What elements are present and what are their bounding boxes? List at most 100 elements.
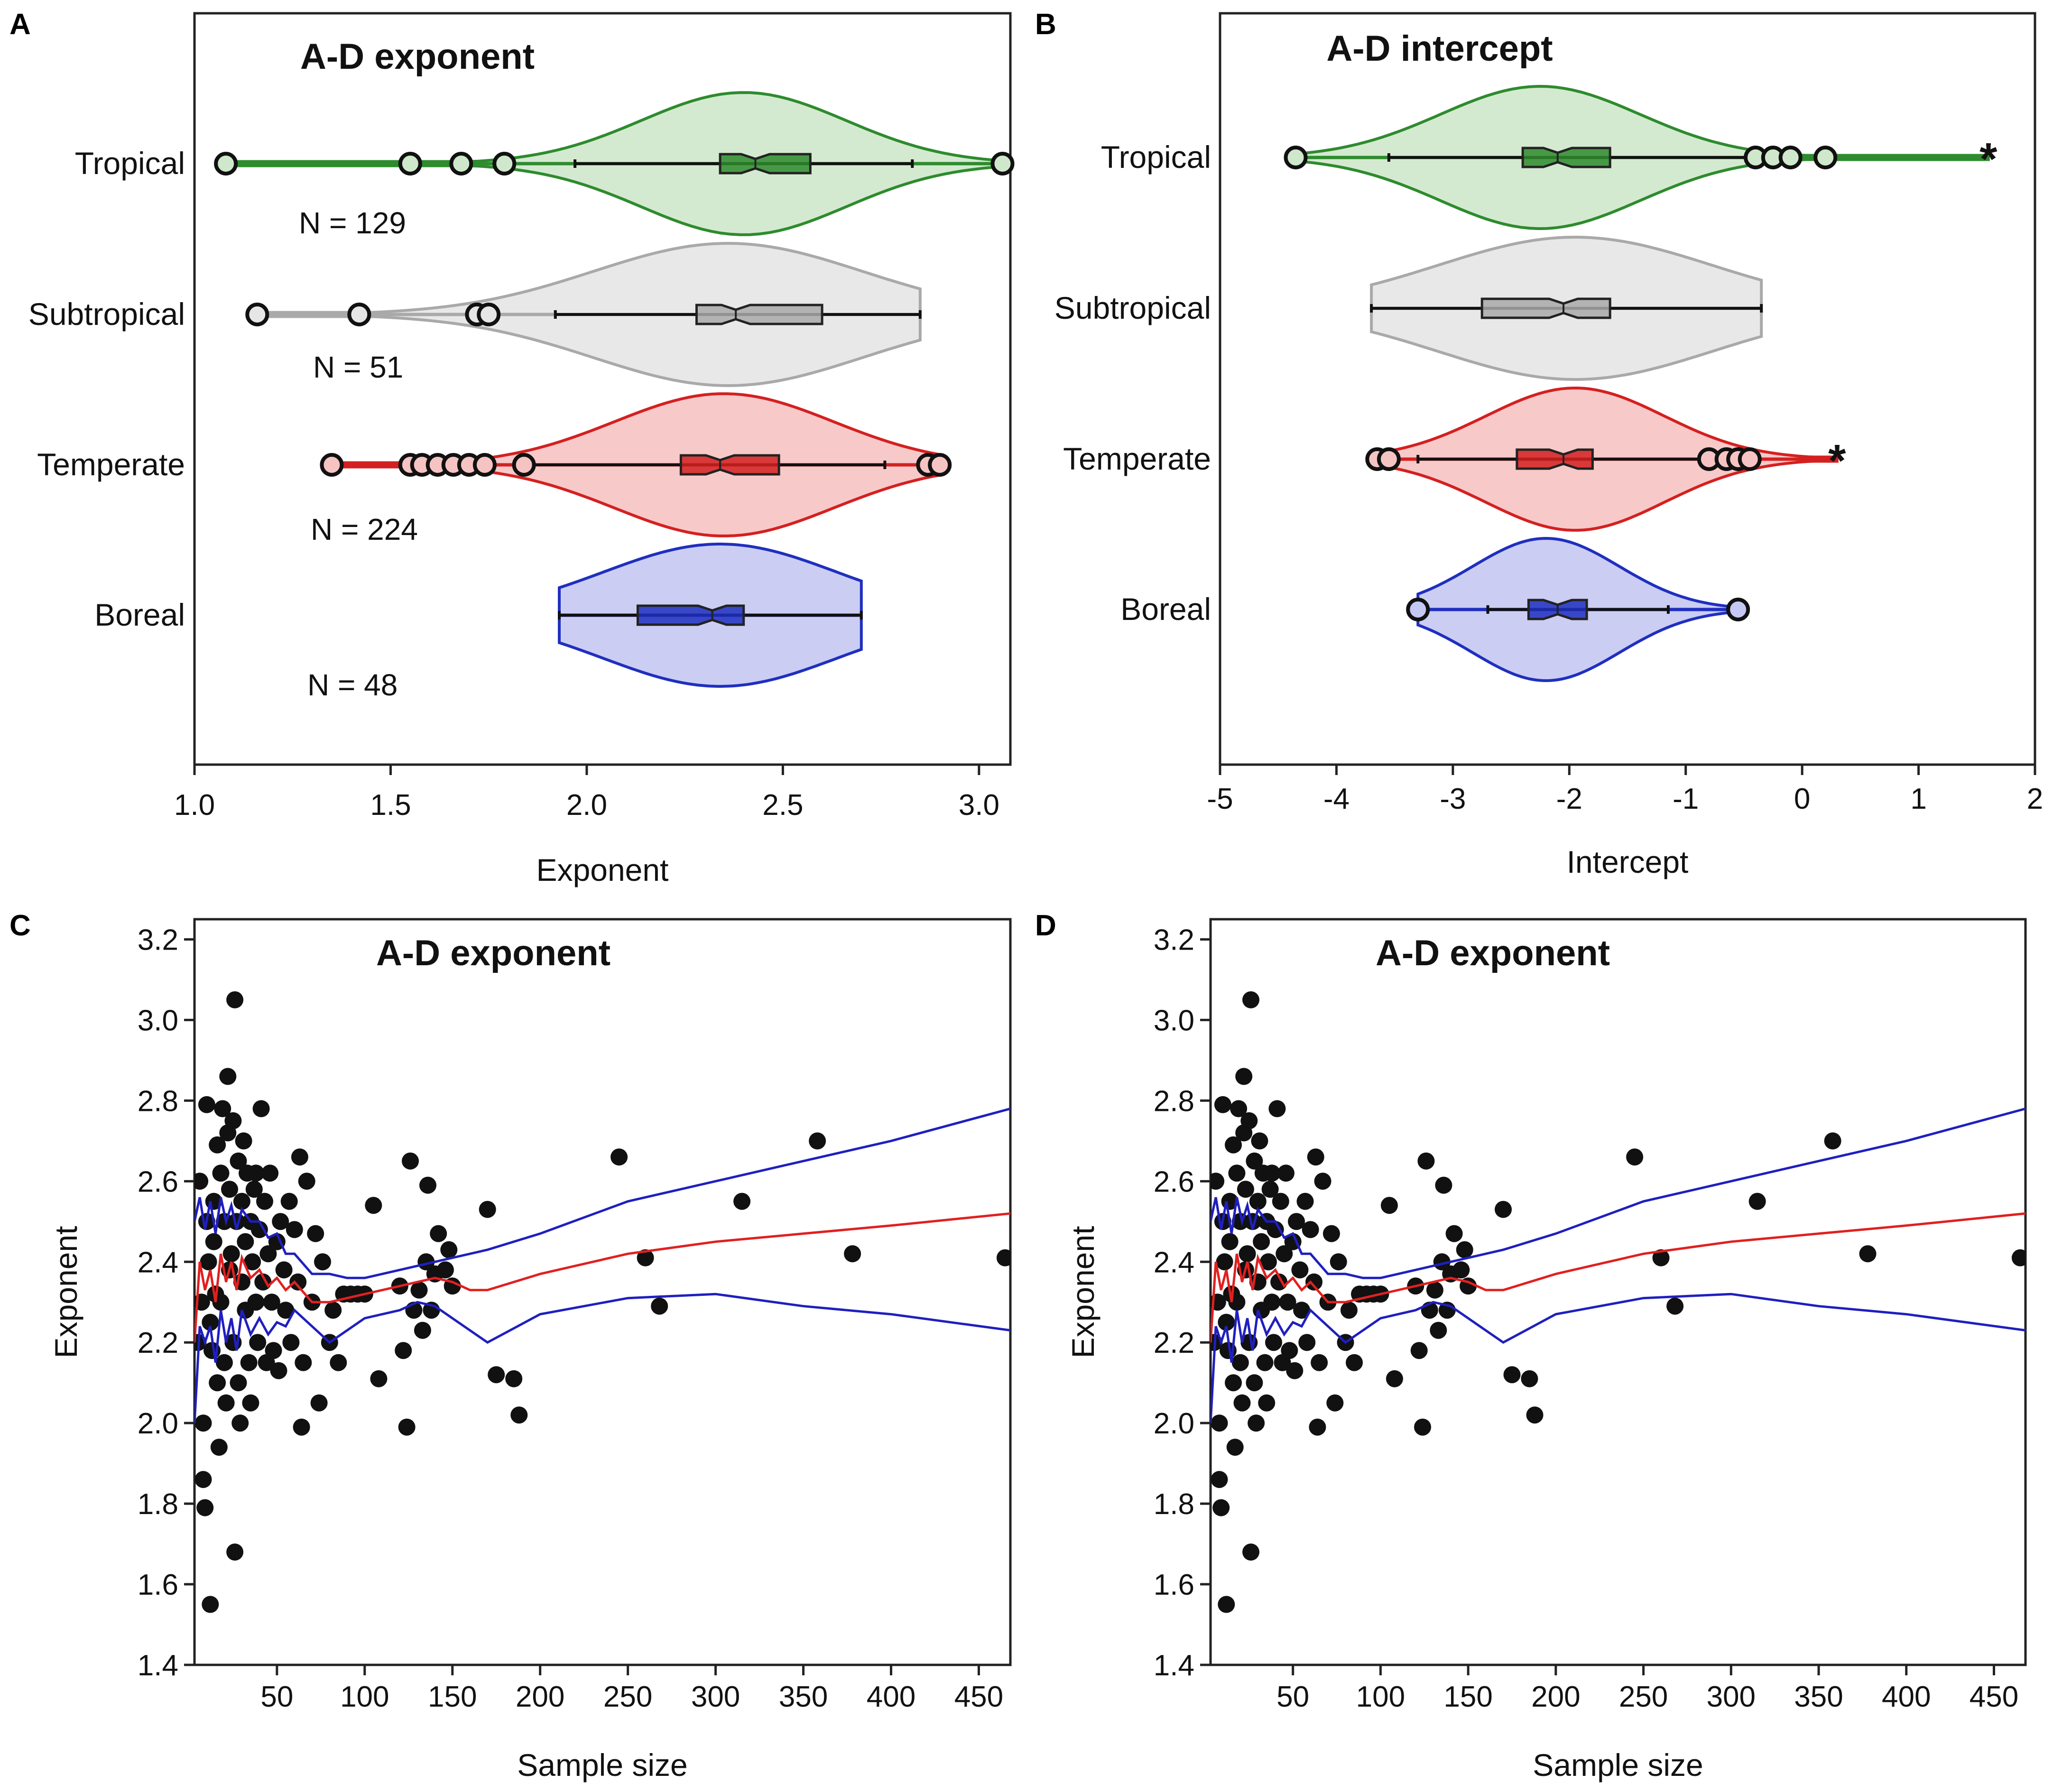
data-point [1340,1302,1358,1319]
data-point [370,1370,388,1387]
x-tick-label: 350 [1794,1681,1843,1713]
data-point [1452,1261,1470,1279]
data-point [330,1354,347,1371]
data-point [224,1112,242,1129]
n-label: N = 48 [307,668,398,702]
panel-d: A-D exponent 1.4 1.6 1.8 2.0 2.2 2.4 2.6 2.8 3.0 3… [1065,918,2027,1783]
panel-title: A-D intercept [1326,28,1553,69]
data-point [1211,1471,1228,1488]
data-point [1305,1273,1322,1291]
category-label: Temperate [1063,441,1211,476]
x-tick-label: 400 [867,1681,916,1713]
y-tick-label: 1.4 [138,1649,178,1682]
data-point [1276,1245,1293,1263]
data-point [249,1334,267,1351]
data-point [1291,1261,1309,1279]
data-point [194,1173,209,1190]
data-point [1652,1249,1670,1266]
data-point [510,1406,528,1424]
data-point [1503,1366,1521,1384]
data-point [245,1181,263,1198]
data-point [1279,1293,1296,1311]
data-point [270,1362,287,1379]
data-point [1221,1233,1239,1250]
data-point [221,1181,238,1198]
x-tick-label: 200 [1531,1681,1580,1713]
category-label: Tropical [1101,139,1211,175]
data-point [265,1342,282,1359]
data-point [1246,1152,1263,1170]
data-point [1414,1418,1431,1436]
y-tick-label: 2.6 [138,1165,178,1198]
group-boreal: Boreal [1120,536,1750,683]
box-notch [1480,297,1611,319]
mean-line [194,1212,1010,1343]
data-point [205,1233,222,1250]
x-tick-label: 150 [1443,1681,1492,1713]
data-point [637,1249,654,1266]
data-point [1214,1096,1231,1113]
data-point [212,1164,230,1182]
data-point [240,1354,258,1371]
data-point [733,1192,751,1210]
y-tick-label: 1.6 [1154,1569,1194,1601]
data-point [194,1414,212,1432]
group-tropical: Tropical * [1101,84,1998,231]
data-point [844,1245,861,1263]
outlier-point [1738,447,1762,471]
data-point [488,1366,505,1384]
data-point [1311,1354,1328,1371]
data-point [417,1253,435,1271]
x-axis-label: Intercept [1567,844,1689,879]
data-point [256,1192,273,1210]
data-point [1263,1293,1281,1311]
data-point [1293,1302,1311,1319]
data-point [272,1213,289,1230]
box-notch [719,153,812,175]
plot-frame [193,918,1012,1666]
outlier-point [1406,598,1430,621]
x-tick-label: 1.0 [174,789,215,822]
data-point [202,1313,219,1331]
data-point [414,1321,431,1339]
data-point [1302,1221,1319,1238]
data-point [219,1068,237,1085]
data-point [293,1418,310,1436]
data-point [1322,1225,1340,1242]
x-tick-label: 100 [340,1681,389,1713]
data-point [1268,1100,1286,1118]
trend-lines [1211,1107,2025,1423]
data-point [1218,1596,1235,1613]
data-point [1211,1414,1228,1432]
data-point [198,1096,215,1113]
data-point [244,1253,261,1271]
box-notch [636,604,745,626]
x-tick-label: 1 [1910,783,1926,815]
outlier-point [512,453,536,477]
panel-a: A-D exponent 1.0 1.5 2.0 2.5 3.0 Exponent Tropi… [28,12,1015,887]
data-point [809,1132,826,1150]
y-tick-label: 2.8 [1154,1085,1194,1118]
data-point [1218,1313,1235,1331]
upper-confidence-line [1211,1107,2025,1279]
data-point [395,1342,412,1359]
x-tick-label: -2 [1556,783,1582,815]
x-tick-label: -3 [1440,783,1466,815]
data-point [402,1152,419,1170]
outlier-point [398,152,422,176]
trend-lines [194,1107,1010,1423]
data-point [1410,1342,1428,1359]
data-point [1246,1374,1263,1392]
data-point [1748,1192,1766,1210]
data-point [200,1253,217,1271]
panel-letter: A [9,8,31,41]
data-point [1326,1394,1344,1412]
panel-title: A-D exponent [300,37,535,77]
category-label: Temperate [37,447,185,482]
data-point [222,1245,240,1263]
data-point [1237,1181,1254,1198]
extreme-point: * [1828,435,1846,486]
data-point [291,1148,308,1166]
data-point [1240,1112,1258,1129]
